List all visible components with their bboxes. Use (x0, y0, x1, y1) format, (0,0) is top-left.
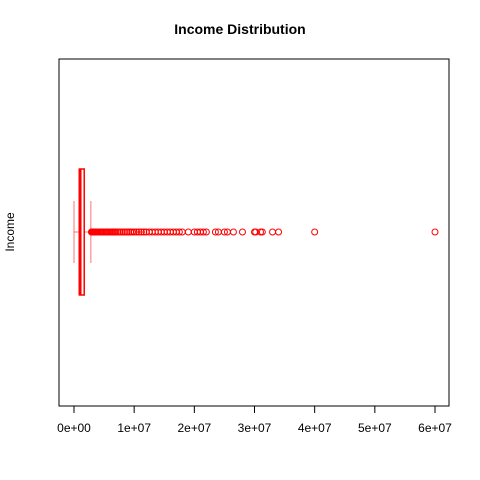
outlier-point (121, 228, 129, 236)
outlier-point (116, 228, 124, 236)
outlier-point (184, 228, 192, 236)
x-tick-label: 1e+07 (117, 421, 151, 435)
outlier-point (275, 228, 283, 236)
outlier-point (125, 228, 133, 236)
chart-marks (73, 168, 439, 296)
x-tick-label: 3e+07 (238, 421, 272, 435)
outlier-point (133, 228, 141, 236)
x-tick-label: 2e+07 (177, 421, 211, 435)
x-axis: 0e+00 1e+07 2e+07 3e+07 4e+07 5e+07 6e+07 (57, 405, 452, 435)
outlier-point (220, 228, 228, 236)
x-tick-label: 6e+07 (418, 421, 452, 435)
outlier-point (123, 228, 131, 236)
outlier-point (135, 228, 143, 236)
outlier-point (175, 228, 183, 236)
outlier-point (252, 228, 260, 236)
x-tick-label: 0e+00 (57, 421, 91, 435)
outlier-point (199, 228, 207, 236)
outlier-point (119, 228, 127, 236)
outlier-point (238, 228, 246, 236)
outlier-point (431, 228, 439, 236)
outlier-point (140, 228, 148, 236)
x-tick-label: 5e+07 (358, 421, 392, 435)
outlier-point (311, 228, 319, 236)
outlier-point (118, 228, 126, 236)
outlier-point (128, 228, 136, 236)
x-tick-label: 4e+07 (298, 421, 332, 435)
outlier-point (114, 228, 122, 236)
outlier-point (137, 228, 145, 236)
outlier-point (257, 228, 265, 236)
outlier-point (258, 228, 266, 236)
outlier-point (130, 228, 138, 236)
chart-title: Income Distribution (174, 21, 306, 37)
outlier-point (229, 228, 237, 236)
outlier-point (211, 228, 219, 236)
outlier-point (269, 228, 277, 236)
outlier-point (202, 228, 210, 236)
outlier-point (112, 228, 120, 236)
